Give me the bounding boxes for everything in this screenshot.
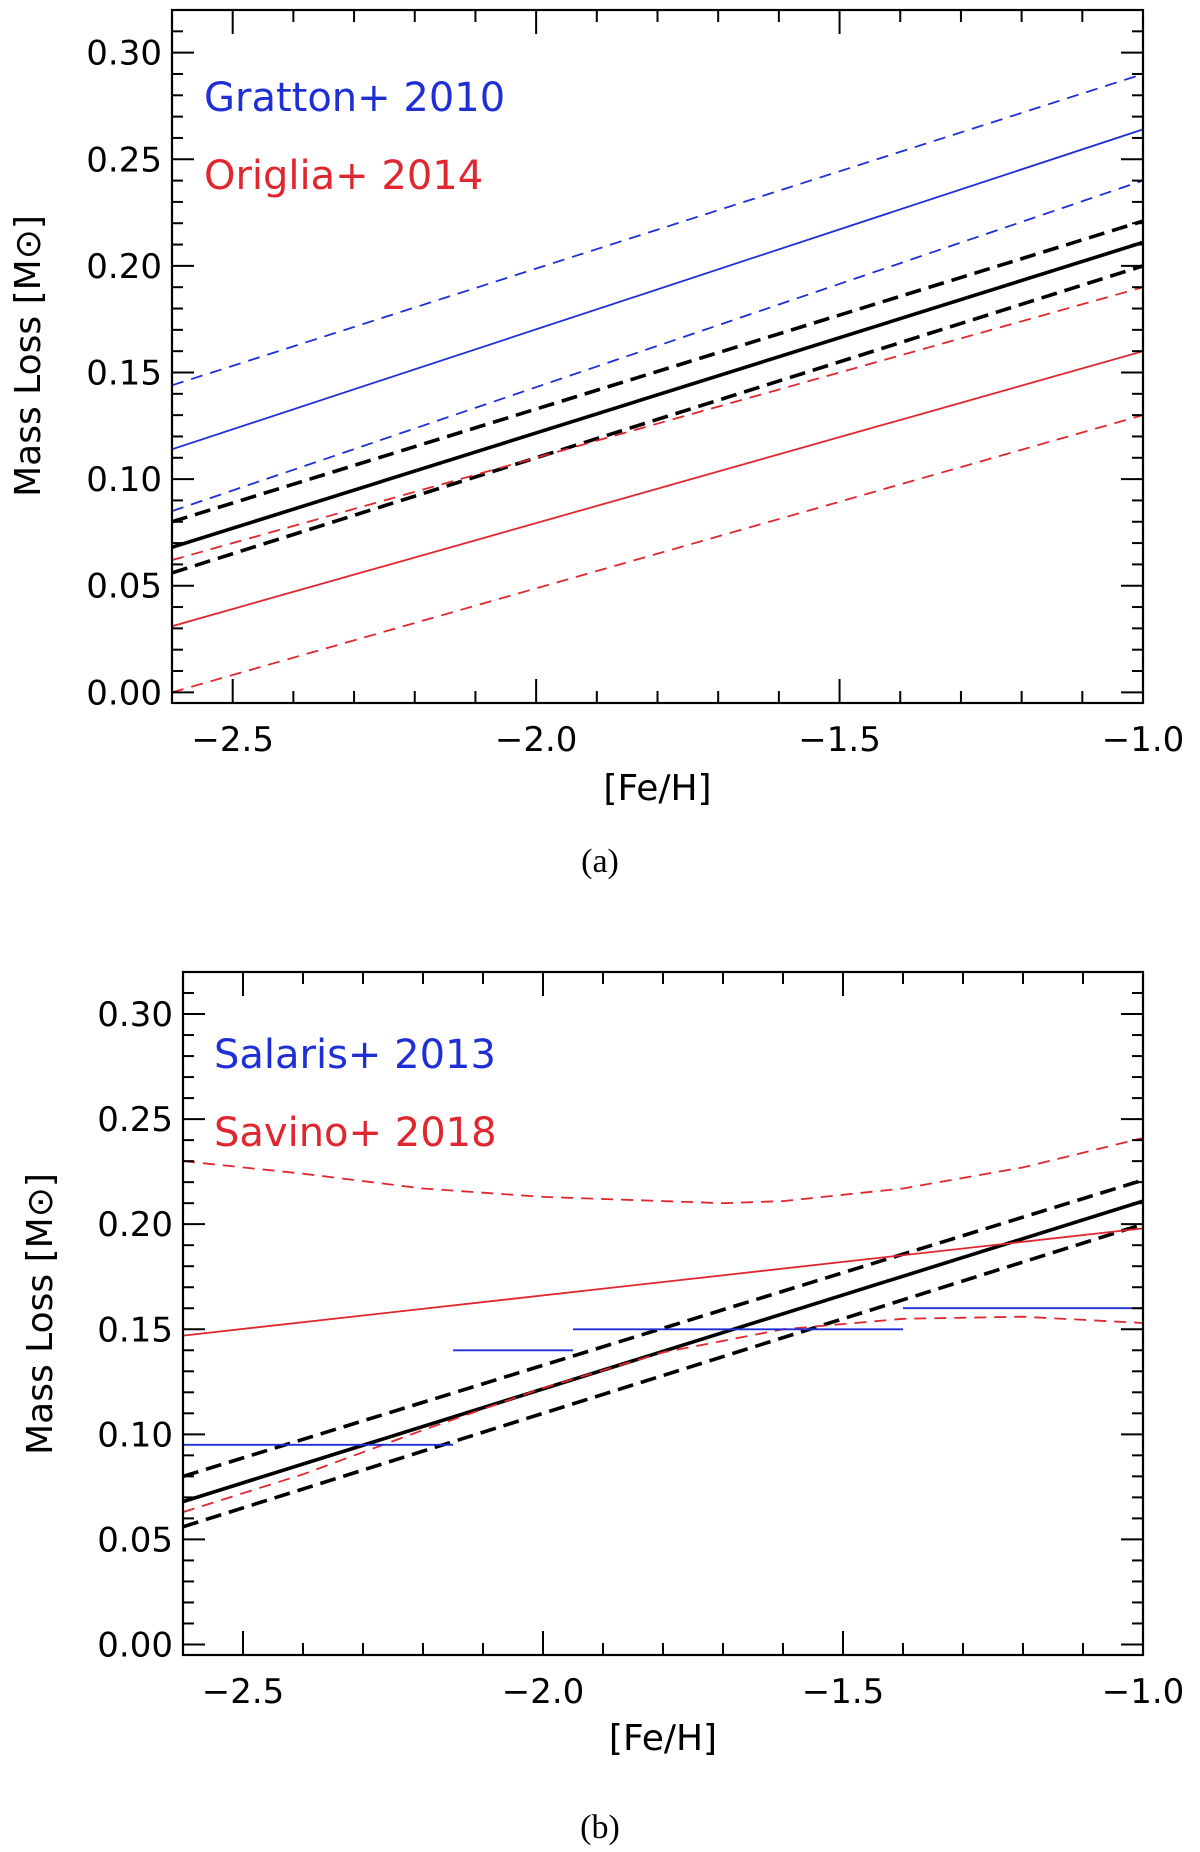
x-tick-label: −1.0 <box>1102 1672 1185 1712</box>
y-tick-label: 0.30 <box>86 34 162 74</box>
y-tick-label: 0.00 <box>97 1625 173 1665</box>
panel-caption: (a) <box>581 843 619 880</box>
series-line-savino-2018-lower <box>183 1315 1143 1513</box>
x-tick-label: −1.5 <box>802 1672 885 1712</box>
series-line-gratton-2010-upper <box>172 73 1143 387</box>
series-line-this-work <box>183 1199 1143 1504</box>
series-line-origlia-2014-upper <box>172 286 1143 561</box>
series-line-this-work-upper <box>172 219 1143 524</box>
legend-entry: Savino+ 2018 <box>214 1110 497 1156</box>
series-group <box>172 73 1143 694</box>
x-tick-label: −2.5 <box>191 720 274 760</box>
panel-a: 0.00 0.05 0.10 0.15 0.20 0.25 0.30 −2.5 −2.0 −1.5… <box>8 8 1185 880</box>
panel-b: 0.00 0.05 0.10 0.15 0.20 0.25 0.30 −2.5 −2.0 −1.5… <box>20 970 1185 1846</box>
panel-caption: (b) <box>580 1809 620 1846</box>
legend-entry: Gratton+ 2010 <box>204 75 505 121</box>
y-tick-label: 0.25 <box>97 1100 173 1140</box>
series-group <box>183 1137 1143 1529</box>
y-tick-label: 0.05 <box>97 1520 173 1560</box>
y-tick-label: 0.15 <box>86 353 162 393</box>
series-line-origlia-2014-lower <box>172 414 1143 694</box>
y-tick-label: 0.20 <box>86 247 162 287</box>
series-line-this-work-lower <box>183 1222 1143 1529</box>
legend-entry: Salaris+ 2013 <box>214 1032 496 1078</box>
x-tick-label: −2.5 <box>202 1672 285 1712</box>
series-line-savino-2018 <box>183 1227 1143 1337</box>
series-line-gratton-2010-lower <box>172 179 1143 512</box>
x-axis-title: [Fe/H] <box>603 768 711 809</box>
series-line-savino-2018-upper <box>183 1137 1143 1205</box>
y-axis-title: Mass Loss [M⊙] <box>8 215 49 497</box>
y-tick-label: 0.15 <box>97 1310 173 1350</box>
y-tick-label: 0.10 <box>86 460 162 500</box>
series-line-origlia-2014 <box>172 350 1143 628</box>
y-tick-label: 0.30 <box>97 995 173 1035</box>
x-tick-label: −2.0 <box>495 720 578 760</box>
legend-entry: Origlia+ 2014 <box>204 153 483 199</box>
series-line-this-work-upper <box>183 1178 1143 1479</box>
y-tick-label: 0.20 <box>97 1205 173 1245</box>
y-tick-label: 0.05 <box>86 567 162 607</box>
y-tick-label: 0.00 <box>86 673 162 713</box>
y-tick-label: 0.10 <box>97 1415 173 1455</box>
x-tick-label: −1.0 <box>1102 720 1185 760</box>
series-line-this-work <box>172 240 1143 550</box>
x-tick-label: −2.0 <box>502 1672 585 1712</box>
series-line-this-work-lower <box>172 264 1143 575</box>
series-line-gratton-2010 <box>172 128 1143 451</box>
y-axis-title: Mass Loss [M⊙] <box>20 1173 61 1455</box>
y-tick-label: 0.25 <box>86 140 162 180</box>
x-tick-label: −1.5 <box>798 720 881 760</box>
x-axis-title: [Fe/H] <box>609 1718 717 1759</box>
